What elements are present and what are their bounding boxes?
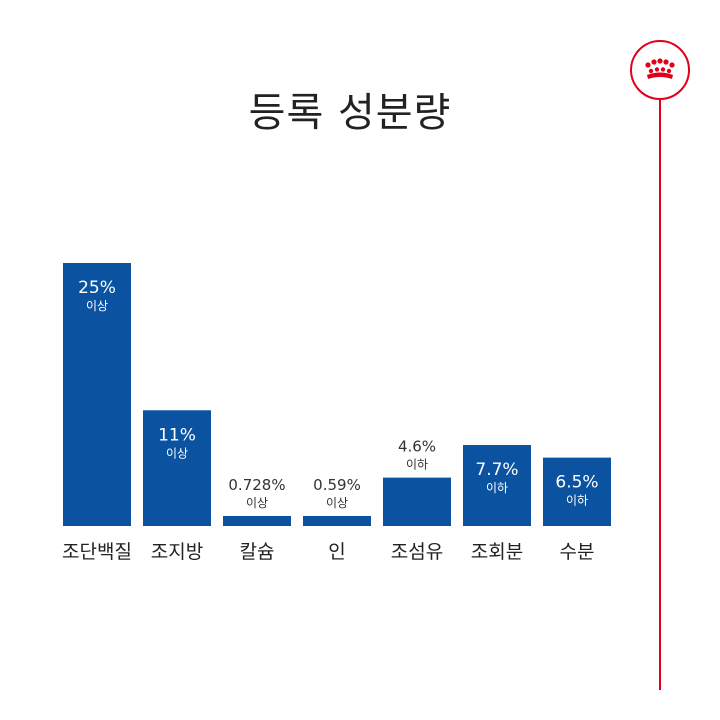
bar: [143, 410, 211, 526]
bar-value-label: 0.59%: [313, 476, 361, 494]
bar: [543, 457, 611, 526]
brand-logo: [630, 40, 690, 100]
bar-qualifier-label: 이상: [166, 446, 188, 460]
bar-qualifier-label: 이상: [86, 299, 108, 313]
bar: [223, 516, 291, 526]
category-label: 조섬유: [391, 541, 443, 563]
bar-qualifier-label: 이하: [406, 458, 428, 472]
bar-qualifier-label: 이하: [566, 494, 588, 508]
bar: [303, 516, 371, 526]
bar-qualifier-label: 이상: [326, 496, 348, 510]
bar-qualifier-label: 이상: [246, 496, 268, 510]
bar: [383, 477, 451, 526]
bar: [463, 444, 531, 526]
category-label: 조단백질: [62, 541, 132, 563]
bar-value-label: 11%: [158, 425, 196, 445]
category-label: 칼슘: [240, 541, 275, 563]
bar-value-label: 25%: [78, 278, 116, 298]
chart-title: 등록 성분량: [248, 90, 452, 136]
bar-value-label: 4.6%: [398, 438, 436, 456]
bar-value-label: 7.7%: [475, 460, 518, 480]
bar-value-label: 0.728%: [228, 476, 285, 494]
category-label: 수분: [560, 541, 595, 563]
category-label: 인: [328, 541, 345, 563]
category-label: 조회분: [471, 541, 523, 563]
bar-qualifier-label: 이하: [486, 481, 508, 495]
bar: [63, 263, 131, 526]
crown-icon: [645, 58, 675, 79]
bar-value-label: 6.5%: [555, 473, 598, 493]
category-label: 조지방: [151, 541, 203, 563]
brand-divider-line: [659, 100, 661, 690]
